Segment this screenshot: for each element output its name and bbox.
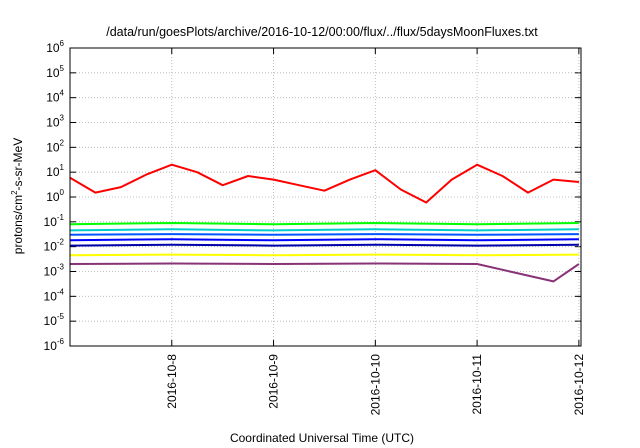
- x-tick-label: 2016-10-9: [267, 354, 281, 409]
- y-tick-label: 10-5: [44, 312, 65, 328]
- y-tick-label: 10-4: [44, 287, 65, 303]
- x-tick-labels: 2016-10-8 2016-10-9 2016-10-10 2016-10-11 20…: [165, 354, 586, 416]
- series-line-1: [69, 222, 579, 226]
- y-tick-exponent: 0: [60, 188, 65, 197]
- y-tick-base: 10: [44, 265, 58, 279]
- y-tick-exponent: 4: [60, 89, 65, 98]
- x-axis-label: Coordinated Universal Time (UTC): [230, 431, 414, 445]
- y-tick-exponent: 1: [60, 163, 65, 172]
- y-tick-base: 10: [44, 215, 58, 229]
- plot-frame: [69, 47, 582, 347]
- y-tick-label: 100: [46, 188, 64, 204]
- y-tick-base: 10: [44, 240, 58, 254]
- y-tick-label: 104: [46, 89, 64, 105]
- y-axis-label: protons/cm2-s-sr-MeV: [10, 138, 25, 254]
- series-line-0: [69, 163, 579, 204]
- y-tick-exponent: -2: [57, 238, 65, 247]
- y-tick-exponent: -3: [57, 263, 65, 272]
- y-tick-base: 10: [46, 91, 60, 105]
- y-tick-exponent: 5: [60, 64, 65, 73]
- y-tick-exponent: -6: [57, 337, 65, 346]
- x-tick-label: 2016-10-12: [572, 354, 586, 416]
- y-tick-label: 10-1: [44, 213, 65, 229]
- series-line-3: [69, 233, 579, 236]
- chart-title: /data/run/goesPlots/archive/2016-10-12/0…: [106, 25, 538, 39]
- y-tick-label: 101: [46, 163, 64, 179]
- series-line-2: [69, 228, 579, 232]
- y-tick-base: 10: [44, 314, 58, 328]
- y-tick-label: 105: [46, 64, 64, 80]
- y-tick-base: 10: [46, 165, 60, 179]
- y-tick-base: 10: [46, 66, 60, 80]
- series-line-5: [69, 243, 579, 247]
- series-line-6: [69, 253, 579, 257]
- y-axis-label-rest: -s-sr-MeV: [11, 138, 25, 191]
- plot-series: [69, 163, 580, 283]
- y-tick-base: 10: [44, 289, 58, 303]
- y-tick-exponent: -1: [57, 213, 65, 222]
- series-line-4: [69, 238, 579, 242]
- y-tick-exponent: -5: [57, 312, 65, 321]
- y-tick-base: 10: [44, 339, 58, 353]
- y-tick-base: 10: [46, 140, 60, 154]
- y-tick-exponent: 3: [60, 114, 65, 123]
- y-tick-labels: 10610510410310210110010-110-210-310-410-…: [44, 39, 65, 353]
- y-tick-exponent: 2: [60, 138, 65, 147]
- y-axis-label-superscript: 2: [10, 190, 19, 195]
- svg-text:protons/cm2-s-sr-MeV: protons/cm2-s-sr-MeV: [10, 138, 25, 254]
- y-tick-label: 10-3: [44, 263, 65, 279]
- y-tick-label: 10-6: [44, 337, 65, 353]
- y-tick-base: 10: [46, 190, 60, 204]
- series-line-7: [69, 262, 580, 283]
- x-tick-label: 2016-10-8: [165, 354, 179, 409]
- y-tick-exponent: -4: [57, 287, 65, 296]
- y-tick-label: 102: [46, 138, 64, 154]
- x-tick-label: 2016-10-11: [470, 354, 484, 415]
- y-tick-label: 103: [46, 114, 64, 130]
- y-tick-base: 10: [46, 41, 60, 55]
- y-tick-exponent: 6: [60, 39, 65, 48]
- grid: [70, 47, 581, 347]
- x-tick-label: 2016-10-10: [368, 354, 382, 416]
- y-tick-label: 106: [46, 39, 64, 55]
- y-axis-label-main: protons/cm: [11, 195, 25, 254]
- y-tick-base: 10: [46, 116, 60, 130]
- y-tick-label: 10-2: [44, 238, 65, 254]
